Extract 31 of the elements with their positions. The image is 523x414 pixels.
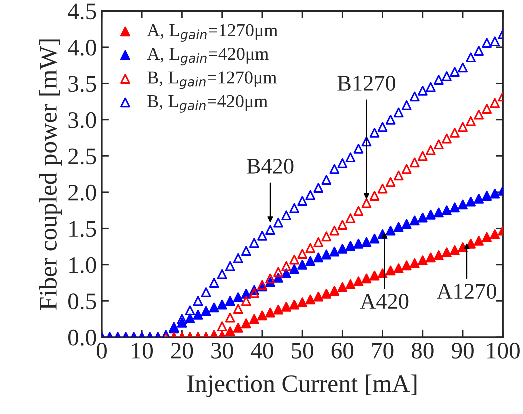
- x-tick-label: 60: [332, 342, 354, 359]
- x-tick-label: 0: [96, 342, 107, 359]
- x-tick-label: 20: [171, 342, 194, 359]
- annotation: A1270: [436, 284, 496, 300]
- x-tick-label: 70: [372, 342, 394, 359]
- x-tick-label: 90: [452, 342, 474, 359]
- legend-label: A, L$_{gain}$=420μm: [147, 48, 269, 66]
- x-axis-title: Injection Current [mA]: [188, 374, 417, 398]
- x-tick-label: 10: [132, 342, 154, 359]
- annotation: B420: [247, 158, 294, 174]
- x-tick-label: 30: [212, 342, 234, 359]
- x-tick-label: 40: [251, 342, 274, 359]
- y-tick-label: 0.0: [68, 330, 96, 346]
- legend-label: B, L$_{gain}$=1270μm: [148, 72, 277, 90]
- legend-label: A, L$_{gain}$=1270μm: [147, 24, 278, 42]
- y-tick-label: 2.5: [68, 148, 96, 165]
- x-tick-label: 100: [487, 342, 520, 359]
- y-tick-label: 3.0: [68, 112, 96, 128]
- y-tick-label: 0.5: [68, 294, 96, 310]
- legend-label: B, L$_{gain}$=420μm: [148, 95, 268, 113]
- y-tick-label: 1.0: [70, 257, 96, 274]
- y-tick-label: 1.5: [70, 221, 96, 238]
- x-tick-label: 80: [412, 342, 434, 359]
- y-tick-label: 3.5: [68, 76, 96, 92]
- annotation: B1270: [338, 76, 396, 91]
- y-axis-title: Fiber coupled power [mW]: [39, 40, 62, 310]
- y-tick-label: 4.5: [68, 4, 96, 20]
- y-tick-label: 2.0: [68, 184, 96, 201]
- x-tick-label: 50: [292, 342, 314, 359]
- annotation: A420: [360, 294, 409, 310]
- y-tick-label: 4.0: [68, 40, 96, 56]
